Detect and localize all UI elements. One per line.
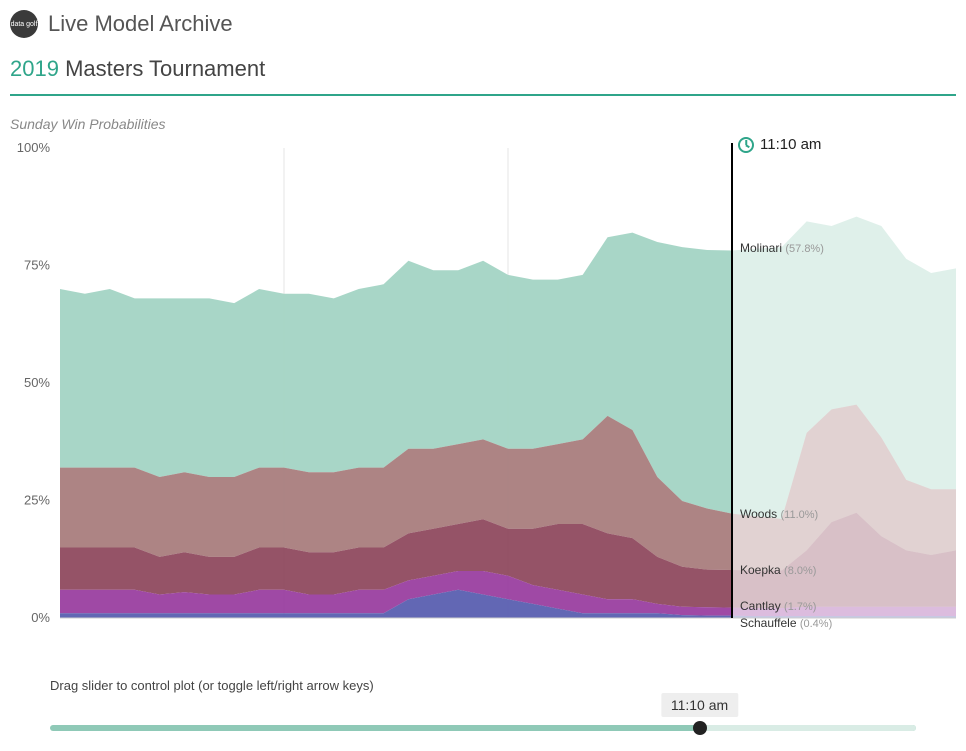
series-label: Koepka (8.0%) bbox=[740, 563, 816, 577]
series-label: Schauffele (0.4%) bbox=[740, 616, 832, 630]
series-label: Cantlay (1.7%) bbox=[740, 599, 816, 613]
svg-text:25%: 25% bbox=[24, 493, 50, 508]
event-name: Masters Tournament bbox=[65, 56, 265, 81]
svg-text:100%: 100% bbox=[17, 140, 51, 155]
chart-svg: 0% 25% 50% 75% 100% bbox=[10, 138, 956, 628]
series-label: Woods (11.0%) bbox=[740, 507, 818, 521]
event-title: 2019 Masters Tournament bbox=[10, 56, 956, 88]
win-prob-chart: 0% 25% 50% 75% 100% 11:10 am Molinari (57.8%… bbox=[10, 138, 956, 658]
svg-text:75%: 75% bbox=[24, 258, 50, 273]
event-year: 2019 bbox=[10, 56, 59, 81]
chart-subhead: Sunday Win Probabilities bbox=[10, 116, 956, 132]
slider-value-label: 11:10 am bbox=[661, 693, 738, 717]
slider-thumb[interactable] bbox=[693, 721, 707, 735]
time-indicator-label: 11:10 am bbox=[760, 136, 821, 153]
series-label: Molinari (57.8%) bbox=[740, 241, 824, 255]
slider-caption: Drag slider to control plot (or toggle l… bbox=[50, 678, 956, 693]
site-logo-icon[interactable]: data golf bbox=[10, 10, 38, 38]
page-title: Live Model Archive bbox=[48, 11, 233, 37]
title-underline bbox=[10, 94, 956, 96]
clock-icon bbox=[738, 137, 754, 153]
header: data golf Live Model Archive bbox=[10, 10, 956, 38]
svg-text:50%: 50% bbox=[24, 375, 50, 390]
slider-track-faded bbox=[700, 725, 917, 731]
svg-text:0%: 0% bbox=[31, 610, 50, 625]
time-indicator: 11:10 am bbox=[738, 136, 821, 153]
time-slider[interactable]: 11:10 am bbox=[50, 701, 916, 741]
